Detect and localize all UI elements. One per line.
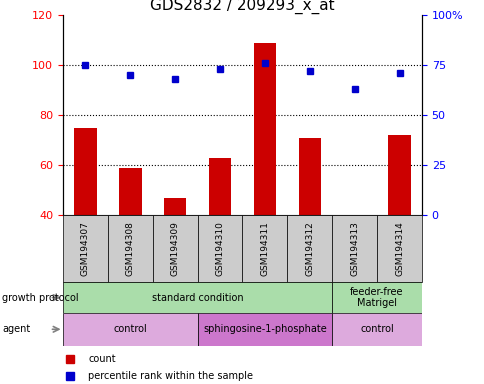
Bar — [107, 215, 152, 282]
Bar — [152, 215, 197, 282]
Bar — [332, 282, 421, 313]
Bar — [119, 167, 141, 315]
Text: control: control — [360, 324, 393, 334]
Title: GDS2832 / 209293_x_at: GDS2832 / 209293_x_at — [150, 0, 334, 14]
Text: GSM194312: GSM194312 — [304, 221, 314, 276]
Bar — [253, 43, 275, 315]
Text: GSM194307: GSM194307 — [81, 221, 90, 276]
Text: percentile rank within the sample: percentile rank within the sample — [88, 371, 253, 381]
Text: GSM194314: GSM194314 — [394, 221, 403, 276]
Bar — [63, 313, 197, 346]
Bar — [74, 127, 96, 315]
Text: GSM194309: GSM194309 — [170, 221, 180, 276]
Text: agent: agent — [2, 324, 30, 334]
Text: growth protocol: growth protocol — [2, 293, 79, 303]
Bar — [63, 215, 107, 282]
Bar — [242, 215, 287, 282]
Bar — [287, 215, 332, 282]
Text: count: count — [88, 354, 116, 364]
Text: sphingosine-1-phosphate: sphingosine-1-phosphate — [203, 324, 326, 334]
Bar — [197, 313, 332, 346]
Bar — [197, 215, 242, 282]
Text: GSM194313: GSM194313 — [349, 221, 359, 276]
Text: GSM194308: GSM194308 — [125, 221, 135, 276]
Bar — [332, 313, 421, 346]
Bar — [376, 215, 421, 282]
Text: feeder-free
Matrigel: feeder-free Matrigel — [349, 287, 403, 308]
Bar — [63, 282, 332, 313]
Bar — [343, 215, 365, 315]
Text: control: control — [113, 324, 147, 334]
Text: GSM194310: GSM194310 — [215, 221, 224, 276]
Bar — [209, 158, 231, 315]
Text: standard condition: standard condition — [151, 293, 243, 303]
Bar — [298, 138, 320, 315]
Bar — [388, 135, 410, 315]
Bar — [332, 215, 376, 282]
Text: GSM194311: GSM194311 — [260, 221, 269, 276]
Bar — [164, 197, 186, 315]
